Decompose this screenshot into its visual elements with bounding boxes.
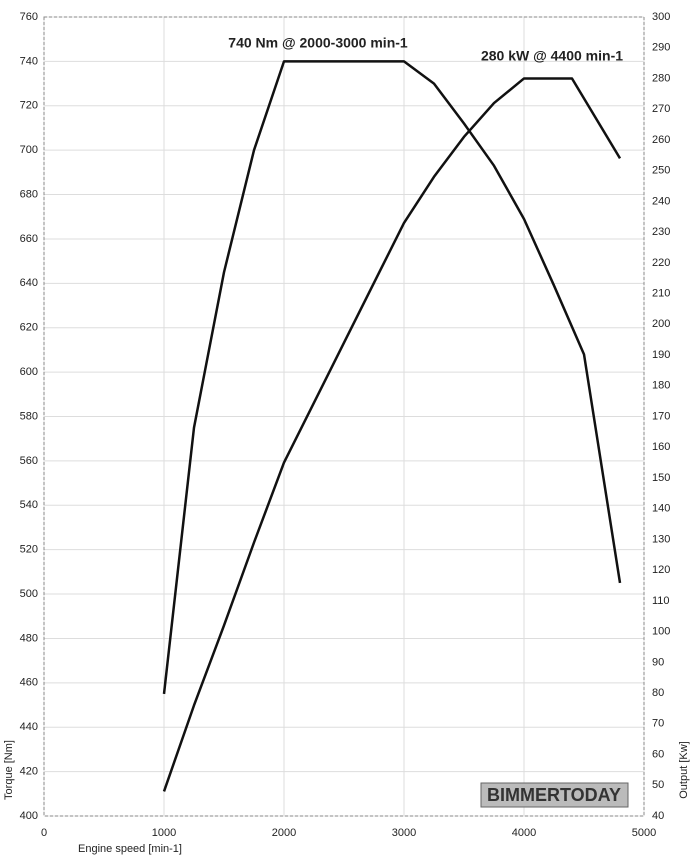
annotation: 740 Nm @ 2000-3000 min-1 — [228, 35, 408, 51]
y2-tick-label: 160 — [652, 441, 670, 453]
y-tick-label: 700 — [20, 144, 38, 156]
line — [162, 60, 622, 695]
y-tick-label: 620 — [20, 322, 38, 334]
x-tick-label: 4000 — [512, 827, 536, 839]
y-tick-label: 480 — [20, 632, 38, 644]
y2-tick-label: 200 — [652, 318, 670, 330]
y-tick-label: 580 — [20, 410, 38, 422]
x-tick-label: 2000 — [272, 827, 296, 839]
y2-tick-label: 190 — [652, 349, 670, 361]
y2-tick-label: 110 — [652, 595, 670, 607]
y-tick-label: 540 — [20, 499, 38, 511]
y2-tick-label: 140 — [652, 503, 670, 515]
y-tick-label: 640 — [20, 277, 38, 289]
y2-tick-label: 80 — [652, 687, 664, 699]
line — [162, 77, 622, 792]
y2-tick-label: 60 — [652, 748, 664, 760]
y2-axis-label: Output [Kw] — [678, 741, 690, 798]
y2-tick-label: 170 — [652, 410, 670, 422]
y2-tick-label: 230 — [652, 226, 670, 238]
y2-tick-label: 210 — [652, 287, 670, 299]
y2-tick-label: 40 — [652, 810, 664, 822]
y2-tick-label: 120 — [652, 564, 670, 576]
y2-tick-label: 300 — [652, 11, 670, 23]
plot-border — [43, 16, 645, 817]
y-tick-label: 500 — [20, 588, 38, 600]
x-tick-label: 5000 — [632, 827, 656, 839]
y-tick-label: 760 — [20, 11, 38, 23]
y2-tick-label: 180 — [652, 380, 670, 392]
y-tick-label: 560 — [20, 455, 38, 467]
y-tick-label: 420 — [20, 766, 38, 778]
y-tick-label: 440 — [20, 721, 38, 733]
y-tick-label: 680 — [20, 188, 38, 200]
y2-tick-label: 70 — [652, 718, 664, 730]
y2-tick-label: 240 — [652, 195, 670, 207]
y2-tick-label: 150 — [652, 472, 670, 484]
y-axis-label: Torque [Nm] — [3, 740, 15, 800]
y2-tick-label: 220 — [652, 257, 670, 269]
y-tick-label: 400 — [20, 810, 38, 822]
y-tick-label: 520 — [20, 544, 38, 556]
x-tick-label: 1000 — [152, 827, 176, 839]
y2-tick-label: 270 — [652, 103, 670, 115]
y2-tick-label: 280 — [652, 72, 670, 84]
y-tick-label: 740 — [20, 55, 38, 67]
x-tick-label: 0 — [41, 827, 47, 839]
y-tick-label: 600 — [20, 366, 38, 378]
annotation: 280 kW @ 4400 min-1 — [481, 48, 623, 64]
y2-tick-label: 100 — [652, 626, 670, 638]
y2-tick-label: 50 — [652, 779, 664, 791]
watermark: BIMMERTODAY — [487, 785, 621, 805]
y2-tick-label: 290 — [652, 42, 670, 54]
x-axis-label: Engine speed [min-1] — [78, 843, 182, 855]
y-tick-label: 460 — [20, 677, 38, 689]
y-tick-label: 720 — [20, 100, 38, 112]
watermark-box — [480, 782, 629, 808]
y2-tick-label: 260 — [652, 134, 670, 146]
x-tick-label: 3000 — [392, 827, 416, 839]
y2-tick-label: 90 — [652, 656, 664, 668]
y-tick-label: 660 — [20, 233, 38, 245]
y2-tick-label: 250 — [652, 165, 670, 177]
y2-tick-label: 130 — [652, 533, 670, 545]
